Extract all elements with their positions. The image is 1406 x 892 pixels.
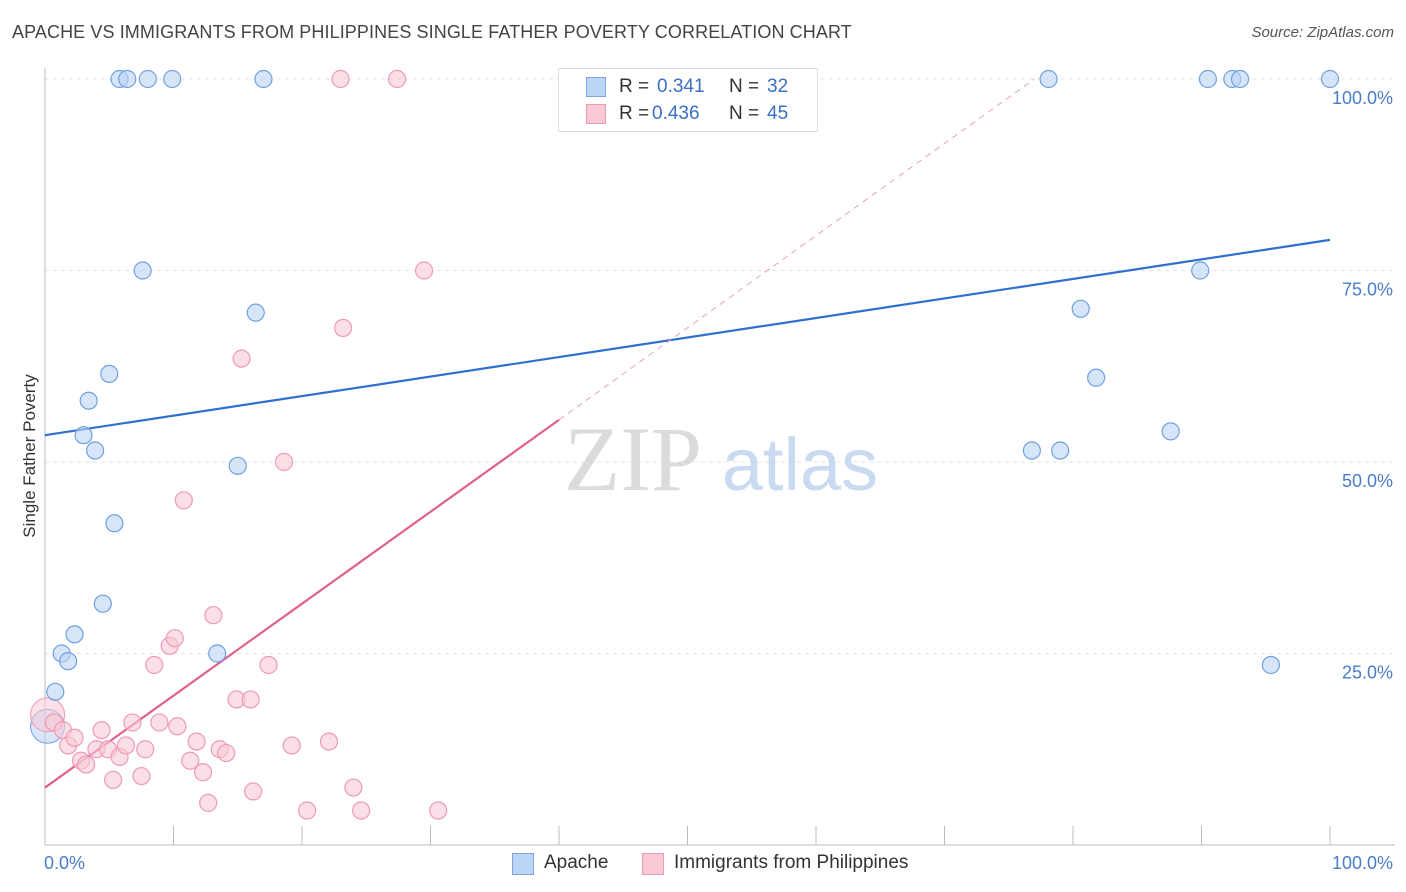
y-tick-label: 100.0% bbox=[1332, 88, 1393, 108]
data-point-philippines bbox=[352, 801, 371, 820]
data-point-apache bbox=[46, 682, 65, 701]
data-point-apache bbox=[118, 69, 137, 89]
data-point-philippines bbox=[244, 782, 263, 801]
trend-line-philippines bbox=[44, 418, 560, 789]
data-point-philippines bbox=[123, 713, 142, 732]
data-point-philippines bbox=[92, 720, 111, 740]
bottom-legend-label-apache: Apache bbox=[544, 852, 609, 873]
legend-r-value: 0.436 bbox=[652, 103, 700, 124]
data-point-apache bbox=[86, 441, 105, 460]
correlation-legend: R = 0.341 N = 32 R = 0.436 N = 45 bbox=[558, 68, 818, 132]
data-point-philippines bbox=[259, 655, 278, 675]
data-point-philippines bbox=[199, 793, 218, 812]
data-point-apache bbox=[1191, 261, 1210, 280]
bottom-legend-label-philippines: Immigrants from Philippines bbox=[674, 852, 909, 873]
data-point-philippines bbox=[165, 629, 184, 648]
legend-swatch-philippines bbox=[586, 104, 606, 124]
legend-r-label: R = bbox=[619, 76, 650, 97]
data-point-philippines bbox=[429, 801, 448, 820]
data-point-philippines bbox=[331, 69, 350, 89]
data-point-philippines bbox=[232, 349, 251, 368]
data-point-philippines bbox=[414, 261, 434, 280]
watermark: ZIP atlas bbox=[564, 408, 878, 510]
legend-n-value: 32 bbox=[767, 76, 789, 97]
data-point-apache bbox=[1022, 441, 1041, 460]
y-tick-label: 50.0% bbox=[1342, 471, 1393, 491]
data-point-philippines bbox=[193, 763, 213, 782]
data-point-apache bbox=[228, 456, 247, 475]
data-point-apache bbox=[1230, 69, 1250, 89]
data-points bbox=[30, 69, 1340, 820]
bottom-legend-swatch-philippines bbox=[642, 853, 664, 875]
source-credit: Source: ZipAtlas.com bbox=[1251, 24, 1394, 41]
data-point-apache bbox=[163, 69, 182, 89]
data-point-apache bbox=[254, 69, 273, 89]
data-point-apache bbox=[65, 625, 84, 644]
data-point-philippines bbox=[334, 318, 353, 338]
data-point-philippines bbox=[104, 770, 123, 789]
data-point-philippines bbox=[217, 743, 236, 763]
legend-n-value: 45 bbox=[767, 103, 789, 124]
data-point-apache bbox=[138, 69, 157, 89]
data-point-apache bbox=[93, 594, 112, 613]
data-point-apache bbox=[59, 652, 78, 671]
legend-r-label: R = bbox=[619, 103, 650, 124]
data-point-philippines bbox=[204, 606, 223, 625]
legend-n-label: N = bbox=[729, 103, 760, 124]
data-point-philippines bbox=[387, 69, 407, 89]
data-point-philippines bbox=[168, 717, 187, 736]
data-point-philippines bbox=[241, 690, 260, 709]
grid-lines bbox=[45, 78, 1395, 654]
watermark-zip: ZIP bbox=[564, 408, 702, 510]
axes bbox=[44, 68, 1395, 846]
data-point-philippines bbox=[150, 713, 169, 732]
data-point-apache bbox=[1161, 422, 1180, 441]
data-point-philippines bbox=[132, 766, 151, 786]
data-point-philippines bbox=[145, 655, 164, 675]
data-point-apache bbox=[1087, 368, 1106, 387]
data-point-philippines bbox=[181, 751, 200, 770]
x-tick-label: 0.0% bbox=[44, 853, 85, 873]
data-point-apache bbox=[1198, 69, 1218, 89]
data-point-philippines bbox=[344, 778, 363, 797]
data-point-apache bbox=[100, 364, 119, 384]
y-tick-label: 25.0% bbox=[1342, 663, 1393, 683]
data-point-apache bbox=[1071, 299, 1090, 318]
data-point-apache bbox=[1051, 441, 1070, 460]
data-point-philippines bbox=[282, 736, 301, 755]
data-point-apache bbox=[133, 261, 152, 280]
data-point-philippines bbox=[187, 732, 206, 751]
data-point-apache bbox=[74, 426, 93, 445]
data-point-apache bbox=[246, 303, 265, 322]
data-point-philippines bbox=[174, 491, 193, 510]
data-point-apache bbox=[79, 391, 98, 410]
data-point-apache bbox=[1261, 655, 1280, 675]
data-point-philippines bbox=[77, 755, 96, 774]
trend-line-philippines-extension bbox=[558, 78, 1035, 421]
data-point-apache bbox=[1039, 69, 1058, 89]
data-point-apache bbox=[208, 644, 227, 663]
data-point-apache bbox=[1320, 69, 1340, 89]
y-axis-label: Single Father Poverty bbox=[20, 374, 39, 538]
y-tick-label: 75.0% bbox=[1342, 280, 1393, 300]
watermark-atlas: atlas bbox=[722, 423, 878, 506]
data-point-philippines bbox=[319, 732, 339, 751]
data-point-philippines bbox=[116, 736, 136, 755]
trend-line-apache bbox=[44, 238, 1331, 437]
legend-n-label: N = bbox=[729, 76, 760, 97]
bottom-legend-swatch-apache bbox=[512, 853, 534, 875]
data-point-philippines bbox=[298, 801, 317, 820]
x-tick-label: 100.0% bbox=[1332, 853, 1393, 873]
data-point-philippines bbox=[65, 728, 84, 747]
tick-labels: 25.0% 50.0% 75.0% 100.0% 0.0% 100.0% bbox=[44, 88, 1393, 873]
chart-title: APACHE VS IMMIGRANTS FROM PHILIPPINES SI… bbox=[12, 22, 852, 42]
data-point-philippines bbox=[136, 740, 155, 759]
legend-swatch-apache bbox=[586, 77, 606, 97]
data-point-philippines bbox=[274, 452, 294, 472]
data-point-apache bbox=[105, 514, 124, 533]
legend-r-value: 0.341 bbox=[657, 76, 705, 97]
